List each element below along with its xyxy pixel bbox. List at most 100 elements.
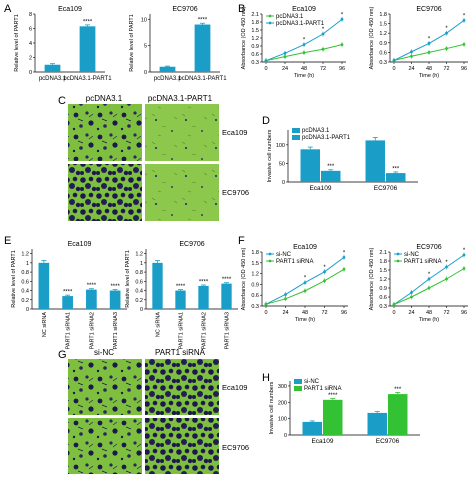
chart-d-sig-0: *** <box>327 164 335 170</box>
micrograph-c: pcDNA3.1 pcDNA3.1-PART1 Eca109 EC9706 <box>68 94 249 221</box>
chart-f2-ytick-label-3: 1.2 <box>379 277 387 283</box>
chart-f1-sig-4: * <box>343 250 346 256</box>
chart-h-legend-label-1: PART1 siRNA <box>304 386 341 392</box>
chart-e1-xtick-0: NC siRNA <box>42 312 48 337</box>
chart-a2-ylabel: Relative level of PART1 <box>129 14 135 72</box>
chart-a1-ytick-label-4: 8 <box>29 12 32 18</box>
chart-f2-legend-marker-1 <box>396 259 400 263</box>
chart-h-bar-1-0 <box>367 412 388 435</box>
chart-d-bar-0-1 <box>320 170 341 182</box>
chart-b1-ytick-label-2: 0.9 <box>251 44 259 50</box>
chart-b2-title: EC9706 <box>416 6 441 13</box>
chart-e2-xtick-3: PART1 siRNA3 <box>225 312 231 349</box>
panel-label-h: H <box>262 372 270 384</box>
chart-e1-sig-1: **** <box>63 290 73 296</box>
chart-f1-legend-marker-1 <box>268 259 272 263</box>
chart-b1-sig-3: * <box>322 27 325 33</box>
chart-f1-ytick-label-1: 0.6 <box>251 293 259 299</box>
chart-f2-xtick-2: 48 <box>426 310 432 316</box>
micrograph-c-row-0: Eca109 <box>222 128 247 137</box>
chart-a1-bar-1 <box>79 26 96 72</box>
chart-a2-bar-0 <box>159 66 176 72</box>
chart-f2: 0.3 0.6 0.9 1.2 1.5 1.8 2.1 Absorbance (OD 450 … <box>369 244 468 323</box>
chart-b1-xlabel: Time (h) <box>294 73 314 79</box>
chart-h-legend-label-0: si-NC <box>304 379 320 385</box>
micrograph-c-image-3 <box>68 164 142 221</box>
chart-a2-sig-1: **** <box>198 18 208 24</box>
micrograph-c-col-1: pcDNA3.1-PART1 <box>148 94 213 103</box>
chart-b1-legend-marker-0 <box>268 14 272 18</box>
chart-b1-xtick-4: 96 <box>339 66 345 72</box>
chart-f1-xtick-2: 48 <box>302 310 308 316</box>
chart-f1-xtick-4: 96 <box>341 310 347 316</box>
chart-e1-xtick-1: PART1 siRNA1 <box>66 312 72 349</box>
chart-e1-ylabel: Relative level of PART1 <box>11 250 17 308</box>
chart-f2-legend-label-1: PART1 siRNA <box>404 259 441 265</box>
chart-b2-ytick-label-2: 0.9 <box>379 41 387 47</box>
chart-b1-legend-label-1: pcDNA3.1-PART1 <box>276 21 325 27</box>
chart-e2: 0 0.2 0.4 0.6 0.8 1 1.2 Relative level of PART1… <box>125 241 238 349</box>
chart-b2-sig-4: * <box>463 13 466 19</box>
chart-e2-ytick-label-3: 0.6 <box>135 279 143 285</box>
chart-b1-ytick-label-0: 0.3 <box>251 60 259 66</box>
chart-f2-xtick-3: 72 <box>443 310 449 316</box>
chart-b2-ytick-label-5: 1.8 <box>379 12 387 18</box>
chart-e1-ytick-label-2: 0.4 <box>21 289 29 295</box>
chart-a1-ytick-label-0: 0 <box>29 70 32 76</box>
chart-h-bar-0-0 <box>302 421 323 435</box>
chart-e2-ylabel: Relative level of PART1 <box>125 250 131 308</box>
chart-f2-sig-3: * <box>445 260 448 266</box>
chart-e2-sig-3: **** <box>222 277 232 283</box>
chart-e2-ytick-label-6: 1.2 <box>135 252 143 258</box>
chart-b2-xtick-2: 48 <box>426 66 432 72</box>
chart-b1-ytick-label-4: 1.5 <box>251 28 259 34</box>
chart-f1-xtick-3: 72 <box>321 310 327 316</box>
micrograph-g: si-NC PART1 siRNA Eca109 EC9706 <box>68 348 249 474</box>
chart-d-bar-1-1 <box>385 173 406 182</box>
chart-e2-sig-1: **** <box>176 284 186 290</box>
chart-f1-legend-label-0: si-NC <box>276 252 292 258</box>
micrograph-g-row-0: Eca109 <box>222 383 247 392</box>
chart-f1-xlabel: Time (h) <box>295 317 315 323</box>
chart-h-sig-0: **** <box>328 393 338 399</box>
panel-label-f: F <box>238 235 245 247</box>
chart-a2-xtick-0: pcDNA3.1 <box>154 76 182 82</box>
chart-a1-ytick-label-1: 2 <box>29 56 32 62</box>
chart-e1-bar-3 <box>109 290 121 309</box>
chart-f1-sig-3: * <box>323 265 326 271</box>
chart-a2-xtick-1: pcDNA3.1-PART1 <box>178 76 227 82</box>
chart-f2-ytick-label-4: 1.5 <box>379 268 387 274</box>
chart-a1: 0 2 4 6 8 Relative level of PART1 Eca109 pcDNA3… <box>14 6 112 82</box>
chart-f1-ytick-label-0: 0.3 <box>251 304 259 310</box>
micrograph-c-image-2 <box>145 104 219 161</box>
chart-a1-ylabel: Relative level of PART1 <box>14 14 20 72</box>
chart-f2-xtick-4: 96 <box>461 310 467 316</box>
chart-a1-xtick-1: pcDNA3.1-PART1 <box>63 76 112 82</box>
chart-f2-ylabel: Absorbance (OD 450 nm) <box>369 248 375 311</box>
chart-b2-ytick-label-3: 1.2 <box>379 31 387 37</box>
micrograph-g-col-0: si-NC <box>94 348 114 357</box>
chart-f2-xtick-0: 0 <box>392 310 395 316</box>
micrograph-g-row-1: EC9706 <box>222 443 249 452</box>
chart-b2-sig-3: * <box>445 26 448 32</box>
chart-e2-ytick-label-4: 0.8 <box>135 270 143 276</box>
chart-a1-ytick-label-3: 6 <box>29 27 32 33</box>
chart-a2-ytick-label-1: 5 <box>144 44 147 50</box>
chart-h-xtick-0: Eca109 <box>311 438 333 445</box>
chart-f2-xtick-1: 24 <box>408 310 414 316</box>
chart-f1-xtick-0: 0 <box>264 310 267 316</box>
chart-a2-bar-1 <box>194 24 211 72</box>
micrograph-c-row-1: EC9706 <box>222 188 249 197</box>
chart-f1-legend-marker-0 <box>268 252 272 256</box>
micrograph-g-image-1 <box>68 359 142 415</box>
chart-f2-legend-label-0: si-NC <box>404 252 420 258</box>
micrograph-c-image-4 <box>145 164 219 221</box>
micrograph-g-image-3 <box>68 418 142 474</box>
chart-e2-xtick-1: PART1 siRNA1 <box>179 312 185 349</box>
panel-label-c: C <box>58 95 66 107</box>
chart-f2-ytick-label-1: 0.6 <box>379 295 387 301</box>
chart-h-bar-0-1 <box>322 399 343 435</box>
chart-e1-bar-0 <box>38 262 50 309</box>
chart-d-legend-swatch-1 <box>292 135 300 140</box>
chart-e1-ytick-label-3: 0.6 <box>21 279 29 285</box>
